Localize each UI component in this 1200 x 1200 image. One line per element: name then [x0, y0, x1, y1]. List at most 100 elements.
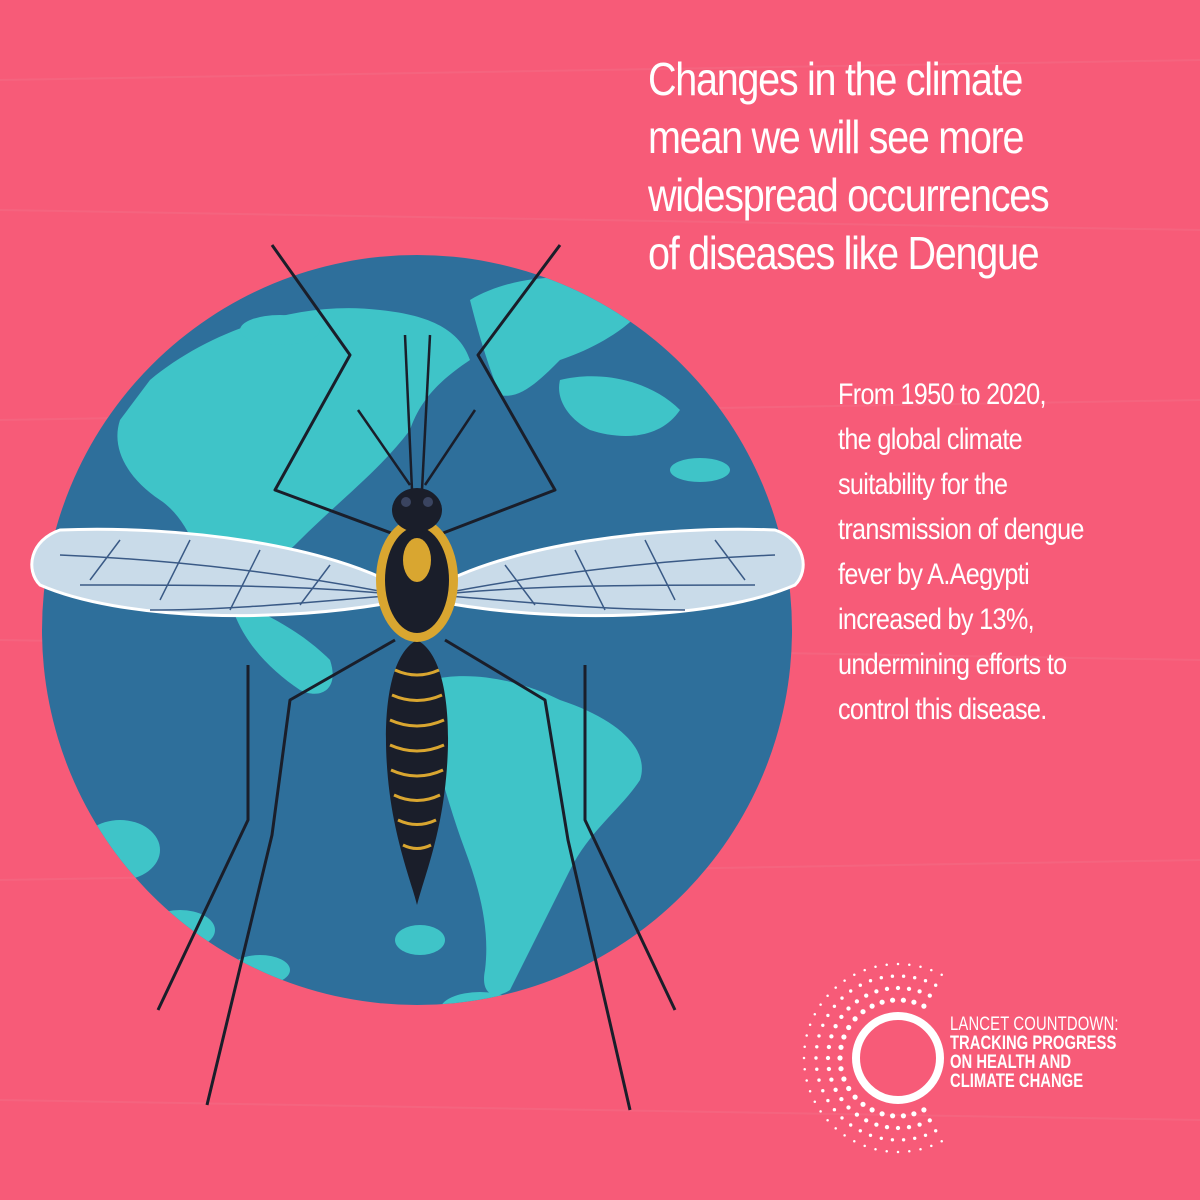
logo-dot	[839, 1014, 844, 1020]
logo-dot	[843, 979, 846, 982]
logo-dot	[868, 979, 873, 983]
logo-dot	[890, 974, 895, 978]
logo-dot	[813, 1100, 817, 1103]
logo-dot	[869, 1003, 875, 1009]
logo-dot	[846, 1105, 851, 1110]
logo-dot	[852, 1016, 858, 1022]
logo-dot	[913, 976, 917, 980]
statistic-line: suitability for the	[838, 468, 1008, 501]
logo-dot	[934, 1129, 938, 1133]
logo-line: ON HEALTH AND	[950, 1052, 1072, 1073]
logo-dot	[911, 1111, 917, 1117]
mosquito-abdomen	[385, 640, 449, 905]
logo-dot	[919, 965, 922, 968]
logo-dot	[908, 1150, 911, 1153]
logo-dot	[846, 1024, 852, 1031]
headline-line: widespread occurrences	[648, 169, 1050, 221]
mosquito-left-wing	[30, 527, 407, 618]
logo-dot	[805, 1079, 808, 1082]
logo-dot	[900, 997, 906, 1003]
logo-dot	[854, 1112, 860, 1117]
logo-line: TRACKING PROGRESS	[950, 1033, 1117, 1054]
statistic-line: control this disease.	[838, 693, 1047, 726]
logo-dot	[901, 1138, 906, 1142]
logo-dot	[843, 1134, 846, 1137]
logo-dot	[890, 1113, 896, 1119]
logo-dot	[813, 1013, 817, 1016]
logo-dot	[821, 1023, 825, 1027]
logo-dot	[885, 1150, 888, 1153]
logo-dot	[921, 1003, 927, 1009]
mosquito-thorax	[376, 518, 458, 642]
logo-dot	[833, 1087, 838, 1092]
logo-dot	[826, 1044, 832, 1050]
logo-dot	[879, 1111, 885, 1117]
logo-dot	[829, 1034, 834, 1039]
mosquito-antennae	[356, 334, 477, 491]
logo-dot	[864, 1118, 869, 1123]
logo-dot	[869, 1107, 875, 1113]
logo-dot	[826, 1066, 832, 1072]
logo-dot	[832, 1004, 837, 1008]
logo-dot	[911, 999, 917, 1005]
logo-dot	[832, 1108, 837, 1112]
headline-line: Changes in the climate	[648, 53, 1023, 105]
logo-dot	[874, 1148, 877, 1151]
logo-dot	[917, 989, 922, 994]
logo-dot	[849, 989, 853, 993]
logo-dot	[803, 1068, 806, 1071]
headline-line: mean we will see more	[648, 111, 1025, 163]
logo-dot	[819, 1003, 822, 1006]
logo-dot	[921, 1107, 927, 1113]
logo-dot	[879, 999, 885, 1005]
logo-dot	[858, 1129, 862, 1133]
logo-dot	[900, 1113, 906, 1119]
logo-dot	[908, 963, 911, 966]
lancet-countdown-logo: LANCET COUNTDOWN: TRACKING PROGRESS ON H…	[790, 955, 1190, 1160]
logo-dot	[913, 1136, 917, 1140]
logo-dot	[853, 1139, 856, 1143]
mosquito-right-wing	[428, 527, 805, 618]
logo-dot	[838, 1066, 844, 1072]
logo-dot	[853, 973, 856, 977]
logo-dot	[923, 1133, 928, 1137]
statistic-line: the global climate	[838, 423, 1023, 456]
logo-dot	[884, 986, 890, 992]
logo-dot	[930, 968, 933, 972]
logo-dot	[930, 1144, 933, 1148]
logo-dot	[826, 1119, 829, 1122]
logo-dot	[803, 1045, 806, 1048]
logo-dot	[879, 1136, 883, 1140]
logo-dot	[874, 989, 879, 994]
statistic-line: From 1950 to 2020,	[838, 378, 1047, 411]
logo-dot	[923, 979, 928, 983]
logo-dot	[934, 983, 938, 987]
logo-dot	[805, 1034, 808, 1037]
logo-dot	[940, 1139, 943, 1143]
statistic-text: From 1950 to 2020, the global climate su…	[838, 372, 1140, 732]
logo-line: LANCET COUNTDOWN:	[950, 1014, 1119, 1035]
mosquito-icon	[30, 244, 805, 1111]
logo-dot	[860, 1101, 866, 1107]
logo-dot	[833, 1024, 838, 1029]
logo-dot	[863, 968, 866, 972]
logo-dot	[834, 986, 837, 989]
statistic-line: increased by 13%,	[838, 603, 1035, 636]
logo-dot	[906, 1124, 912, 1130]
statistic-line: transmission of dengue	[838, 513, 1084, 546]
lancet-countdown-logo-icon	[802, 962, 944, 1154]
logo-dot	[890, 1138, 895, 1142]
logo-dot	[840, 1116, 844, 1120]
logo-dot	[927, 1118, 932, 1123]
logo-dot	[802, 1056, 806, 1060]
logo-dot	[927, 993, 932, 998]
logo-dot	[846, 1006, 851, 1011]
logo-dot	[815, 1045, 819, 1049]
logo-text: LANCET COUNTDOWN: TRACKING PROGRESS ON H…	[950, 1015, 1119, 1091]
logo-dot	[808, 1090, 812, 1093]
logo-dot	[821, 1089, 825, 1093]
logo-dot	[846, 1085, 852, 1092]
logo-dot	[895, 1125, 901, 1131]
headline: Changes in the climate mean we will see …	[648, 50, 1112, 282]
